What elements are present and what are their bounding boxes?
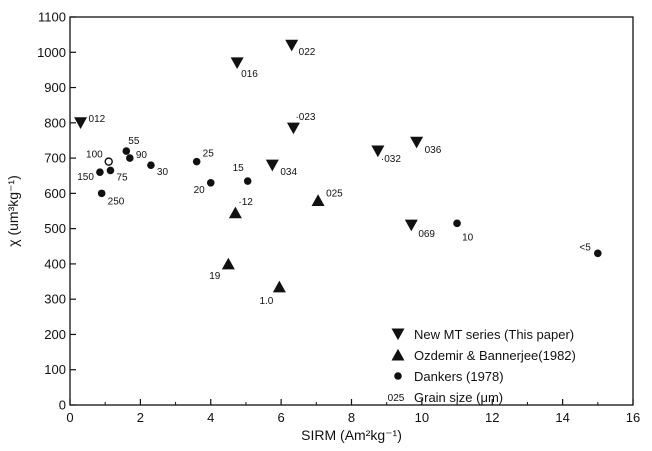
x-tick-label: 12	[485, 410, 499, 425]
y-tick-label: 0	[59, 398, 66, 413]
data-point	[265, 159, 279, 172]
point-label: 25	[203, 149, 215, 160]
point-label: 250	[108, 196, 125, 207]
x-tick-label: 14	[555, 410, 569, 425]
data-point	[74, 117, 88, 129]
point-label: ·12	[238, 197, 253, 208]
data-point	[192, 157, 201, 166]
data-point	[106, 166, 115, 175]
x-tick-label: 4	[207, 410, 214, 425]
data-point	[228, 206, 242, 219]
legend-marker	[391, 328, 405, 341]
chart-axes: 0 2 4 6 8 10 12 14 16 0 100 200 300 400 500 600 700 800 90…	[37, 10, 640, 426]
data-point	[243, 177, 252, 185]
data-point	[221, 257, 235, 270]
data-point	[410, 136, 424, 149]
point-label: 1.0	[259, 296, 273, 307]
x-tick-label: 10	[415, 410, 429, 425]
data-point	[272, 280, 286, 293]
legend-item: New MT series (This paper)	[391, 327, 574, 342]
data-point	[122, 147, 131, 155]
data-point	[311, 194, 325, 206]
x-tick-label: 2	[137, 410, 144, 425]
point-label: 20	[194, 185, 206, 196]
chart-legend: New MT series (This paper) Ozdemir & Bann…	[388, 327, 576, 405]
point-label: 10	[462, 232, 474, 243]
y-tick-label: 600	[44, 186, 66, 201]
data-point	[286, 122, 300, 135]
data-point	[453, 219, 461, 228]
y-tick-label: 200	[44, 327, 66, 342]
data-point	[97, 189, 106, 198]
legend-label: New MT series (This paper)	[414, 327, 574, 342]
point-label: 19	[209, 271, 221, 282]
point-label: 100	[86, 150, 103, 161]
y-tick-label: 1100	[38, 10, 66, 25]
data-point	[126, 154, 134, 162]
data-point	[147, 161, 155, 169]
data-point	[285, 39, 299, 52]
data-point	[404, 219, 418, 232]
point-label: 034	[280, 167, 297, 178]
y-tick-label: 500	[44, 221, 66, 236]
point-label: 016	[241, 69, 258, 80]
y-tick-label: 700	[44, 151, 66, 166]
point-label: 15	[233, 163, 245, 174]
point-label: ·023	[295, 112, 315, 123]
y-tick-label: 300	[44, 292, 66, 307]
point-label: 90	[136, 150, 148, 161]
legend-sample-label: 025	[388, 393, 405, 404]
point-label: 30	[157, 167, 169, 178]
data-point	[371, 145, 385, 158]
y-tick-label: 400	[44, 256, 66, 271]
point-label: 012	[89, 114, 106, 125]
point-label: 069	[418, 229, 435, 240]
x-tick-label: 8	[348, 410, 355, 425]
y-tick-label: 900	[44, 80, 66, 95]
legend-label: Dankers (1978)	[414, 369, 504, 384]
legend-label: Ozdemir & Bannerjee(1982)	[414, 348, 576, 363]
point-label: <5	[579, 242, 591, 253]
point-label: ·032	[381, 154, 401, 165]
legend-item: Ozdemir & Bannerjee(1982)	[391, 348, 576, 363]
legend-label: Grain size (μm)	[414, 390, 503, 405]
plot-frame	[69, 16, 634, 406]
y-tick-label: 1000	[37, 45, 66, 60]
point-label: 025	[326, 188, 343, 199]
y-tick-label: 800	[44, 115, 66, 130]
x-tick-label: 16	[626, 410, 640, 425]
point-label: 75	[116, 172, 128, 183]
point-label: 150	[77, 172, 94, 183]
series-open-circle: 100	[86, 150, 113, 166]
series-triangle-up: ·12 025 19 1.0	[209, 188, 343, 306]
y-tick-label: 100	[44, 362, 66, 377]
data-point	[206, 178, 215, 187]
x-axis-title: SIRM (Am²kg⁻¹)	[301, 427, 402, 443]
y-axis-title: χ (um³kg⁻¹)	[5, 175, 21, 247]
data-point	[230, 57, 244, 70]
legend-marker	[391, 348, 405, 361]
data-point	[104, 157, 113, 166]
point-label: 036	[425, 145, 442, 156]
legend-item: 025 Grain size (μm)	[388, 390, 503, 405]
x-tick-label: 6	[278, 410, 285, 425]
legend-marker	[394, 372, 402, 380]
legend-item: Dankers (1978)	[394, 369, 504, 384]
chart-marks: 012 016 022 ·023 034 ·032 036 069 ·12 025 19 1.0 55 9…	[74, 39, 602, 307]
data-point	[594, 249, 602, 258]
series-triangle-down: 012 016 022 ·023 034 ·032 036 069	[74, 39, 442, 240]
x-tick-label: 0	[66, 410, 73, 425]
point-label: 022	[299, 47, 316, 58]
data-point	[96, 168, 104, 176]
point-label: 55	[128, 136, 140, 147]
